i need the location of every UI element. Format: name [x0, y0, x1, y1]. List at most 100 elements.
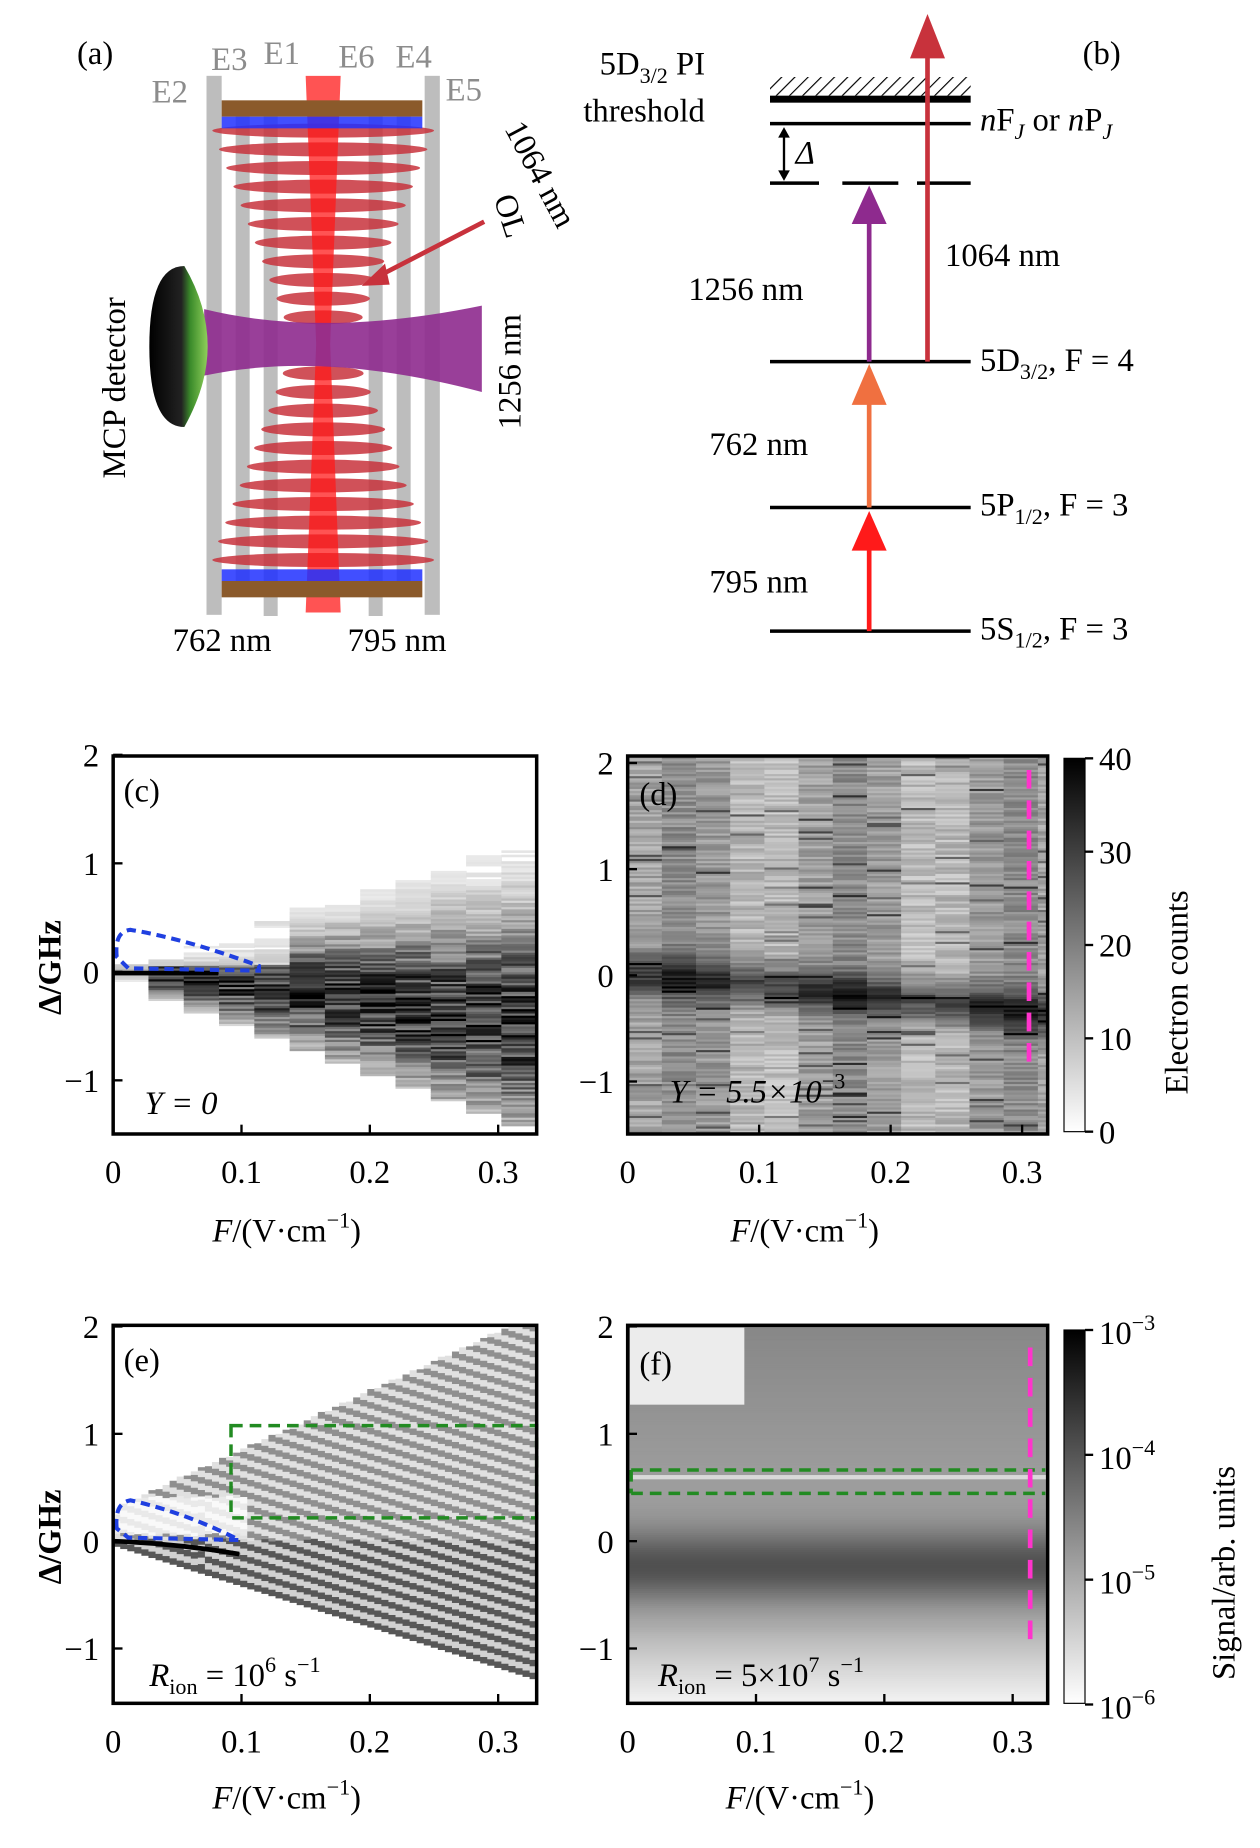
- heatmap-cell: [268, 1447, 277, 1452]
- heatmap-cell: [969, 1045, 1005, 1048]
- heatmap-cell: [764, 1043, 800, 1046]
- heatmap-cell: [1003, 809, 1039, 813]
- heatmap-cell: [296, 1559, 305, 1564]
- heatmap-cell: [866, 951, 902, 955]
- heatmap-cell: [627, 1113, 663, 1116]
- heatmap-cell: [627, 958, 663, 961]
- heatmap-cell: [730, 1047, 765, 1051]
- heatmap-cell: [1037, 1064, 1048, 1068]
- heatmap-cell: [798, 779, 834, 783]
- heatmap-cell: [661, 903, 697, 906]
- heatmap-cell: [798, 841, 834, 845]
- heatmap-cell: [466, 913, 502, 917]
- heatmap-cell: [360, 1038, 397, 1042]
- heatmap-cell: [240, 1528, 248, 1533]
- heatmap-cell: [395, 884, 432, 887]
- heatmap-cell: [141, 1520, 150, 1524]
- heatmap-cell: [798, 1079, 834, 1082]
- heatmap-cell: [395, 1057, 432, 1061]
- heatmap-cell: [1003, 945, 1039, 949]
- heatmap-cell: [866, 1034, 902, 1038]
- heatmap-cell: [832, 869, 868, 872]
- heatmap-cell: [661, 1026, 697, 1029]
- heatmap-cell: [324, 1011, 361, 1014]
- heatmap-cell: [866, 1032, 902, 1036]
- heatmap-cell: [134, 1533, 142, 1538]
- heatmap-cell: [176, 1502, 185, 1506]
- heatmap-cell: [254, 1033, 291, 1037]
- heatmap-cell: [148, 1544, 157, 1549]
- heatmap-cell: [381, 1560, 390, 1565]
- heatmap-cell: [346, 1588, 354, 1592]
- heatmap-cell: [353, 1403, 361, 1408]
- heatmap-cell: [381, 1625, 390, 1629]
- heatmap-cell: [430, 881, 467, 885]
- heatmap-cell: [935, 813, 971, 817]
- heatmap-cell: [289, 931, 326, 934]
- heatmap-cell: [1003, 782, 1039, 785]
- heatmap-cell: [346, 1540, 354, 1544]
- heatmap-cell: [730, 996, 765, 1000]
- heatmap-cell: [696, 1089, 731, 1093]
- heatmap-cell: [303, 1420, 312, 1424]
- heatmap-cell: [1003, 767, 1039, 770]
- heatmap-cell: [798, 1066, 834, 1070]
- heatmap-cell: [866, 779, 902, 783]
- heatmap-cell: [627, 830, 663, 834]
- heatmap-cell: [627, 1049, 663, 1053]
- heatmap-cell: [866, 833, 902, 836]
- heatmap-cell: [627, 1130, 663, 1133]
- heatmap-cell: [969, 915, 1005, 919]
- heatmap-cell: [331, 1461, 340, 1466]
- heatmap-cell: [901, 949, 936, 953]
- heatmap-cell: [696, 1109, 731, 1112]
- heatmap-cell: [254, 1523, 262, 1528]
- heatmap-cell: [233, 1546, 241, 1550]
- heatmap-cell: [388, 1592, 397, 1596]
- heatmap-cell: [374, 1516, 382, 1521]
- heatmap-cell: [240, 1467, 248, 1472]
- heatmap-cell: [339, 1405, 347, 1410]
- heatmap-cell: [661, 1096, 697, 1099]
- heatmap-cell: [501, 1123, 537, 1127]
- heatmap-cell: [935, 847, 971, 851]
- heatmap-cell: [289, 920, 326, 924]
- heatmap-cell: [317, 1563, 326, 1567]
- heatmap-cell: [764, 992, 800, 995]
- heatmap-cell: [1003, 1102, 1039, 1106]
- heatmap-cell: [798, 871, 834, 874]
- heatmap-cell: [627, 990, 663, 993]
- heatmap-cell: [901, 809, 936, 813]
- heatmap-cell: [764, 881, 800, 885]
- heatmap-cell: [798, 835, 834, 838]
- heatmap-cell: [360, 1064, 397, 1068]
- heatmap-cell: [1003, 1022, 1039, 1025]
- heatmap-cell: [901, 973, 936, 976]
- heatmap-cell: [254, 1005, 291, 1009]
- heatmap-cell: [466, 1054, 502, 1058]
- heatmap-cell: [148, 1548, 157, 1552]
- heatmap-cell: [969, 850, 1005, 853]
- heatmap-cell: [176, 1528, 185, 1532]
- heatmap-cell: [764, 1085, 800, 1089]
- heatmap-cell: [866, 918, 902, 921]
- heatmap-cell: [627, 839, 663, 843]
- heatmap-cell: [696, 867, 731, 870]
- heatmap-cell: [197, 1509, 206, 1513]
- heatmap-cell: [832, 1083, 868, 1087]
- heatmap-cell: [1003, 1096, 1039, 1099]
- heatmap-cell: [233, 1578, 241, 1582]
- heatmap-cell: [219, 1473, 227, 1478]
- heatmap-cell: [141, 1516, 150, 1521]
- heatmap-cell: [466, 998, 502, 1001]
- heatmap-cell: [430, 927, 467, 930]
- heatmap-cell: [190, 1519, 199, 1524]
- heatmap-cell: [324, 920, 361, 923]
- heatmap-cell: [696, 1098, 731, 1102]
- heatmap-cell: [866, 1117, 902, 1121]
- heatmap-cell: [866, 875, 902, 879]
- heatmap-cell: [798, 799, 834, 802]
- heatmap-cell: [661, 894, 697, 898]
- heatmap-cell: [901, 1015, 936, 1019]
- beam-1256: [204, 305, 482, 392]
